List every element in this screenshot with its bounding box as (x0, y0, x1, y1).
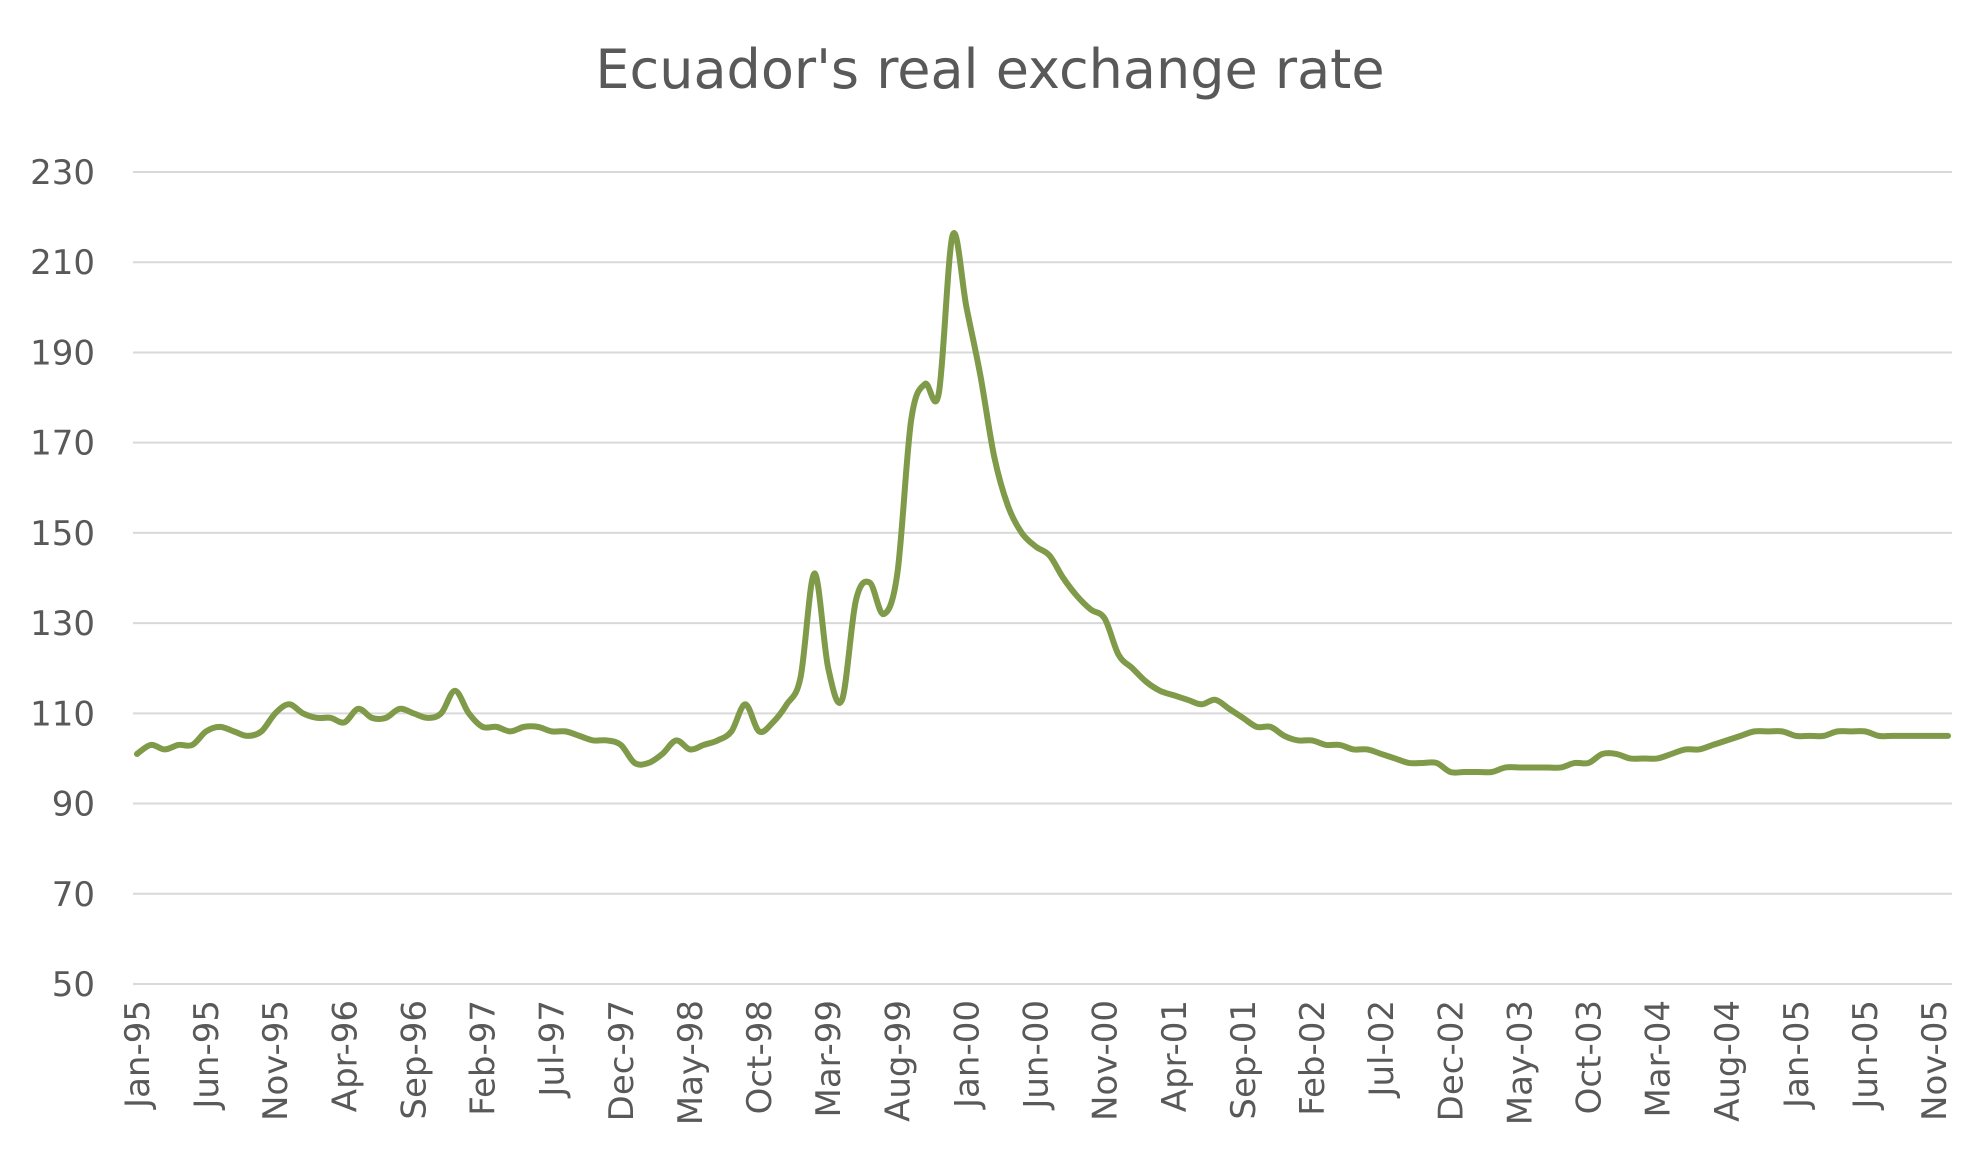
x-tick-label: Jun-00 (1017, 1000, 1057, 1111)
y-tick-label: 170 (30, 424, 95, 464)
chart-title: Ecuador's real exchange rate (595, 38, 1385, 101)
x-tick-label: Mar-04 (1639, 1000, 1679, 1118)
x-tick-label: Apr-96 (325, 1000, 365, 1112)
x-tick-label: Oct-98 (740, 1000, 780, 1114)
x-axis-ticks: Jan-95 Jun-95 Nov-95 Apr-96 Sep-96 Feb-97 Jul-… (118, 1000, 1955, 1125)
x-tick-label: Sep-96 (394, 1000, 434, 1120)
x-tick-label: Feb-97 (464, 1000, 504, 1116)
series-lines (134, 230, 1951, 776)
y-tick-label: 50 (52, 965, 95, 1005)
x-tick-label: Jan-95 (118, 1000, 158, 1110)
x-tick-label: Aug-99 (878, 1000, 918, 1122)
x-tick-label: Dec-97 (602, 1000, 642, 1121)
x-tick-label: Mar-99 (809, 1000, 849, 1118)
x-tick-label: Jun-05 (1846, 1000, 1886, 1111)
y-tick-label: 230 (30, 153, 95, 193)
y-axis-ticks: 50 70 90 110 130 150 170 190 210 230 (30, 153, 95, 1005)
x-tick-label: Jul-97 (533, 1000, 573, 1099)
x-tick-label: Nov-00 (1086, 1000, 1126, 1121)
x-tick-label: Sep-01 (1224, 1000, 1264, 1120)
y-tick-label: 90 (52, 785, 95, 825)
y-tick-label: 130 (30, 604, 95, 644)
x-tick-label: Apr-01 (1155, 1000, 1195, 1112)
gridlines (133, 171, 1952, 985)
y-tick-label: 190 (30, 333, 95, 373)
x-tick-label: Jan-05 (1777, 1000, 1817, 1110)
x-tick-label: Dec-02 (1431, 1000, 1471, 1121)
series-line-0 (134, 230, 1951, 776)
y-tick-label: 70 (52, 875, 95, 915)
y-tick-label: 110 (30, 694, 95, 734)
x-tick-label: Jun-95 (187, 1000, 227, 1111)
y-tick-label: 150 (30, 514, 95, 554)
x-tick-label: Aug-04 (1708, 1000, 1748, 1122)
y-tick-label: 210 (30, 243, 95, 283)
x-tick-label: Feb-02 (1293, 1000, 1333, 1116)
x-tick-label: Nov-05 (1915, 1000, 1955, 1121)
x-tick-label: Nov-95 (256, 1000, 296, 1121)
x-tick-label: May-03 (1500, 1000, 1540, 1125)
x-tick-label: Jan-00 (947, 1000, 987, 1110)
x-tick-label: Jul-02 (1362, 1000, 1402, 1099)
x-tick-label: May-98 (671, 1000, 711, 1125)
x-tick-label: Oct-03 (1570, 1000, 1610, 1114)
